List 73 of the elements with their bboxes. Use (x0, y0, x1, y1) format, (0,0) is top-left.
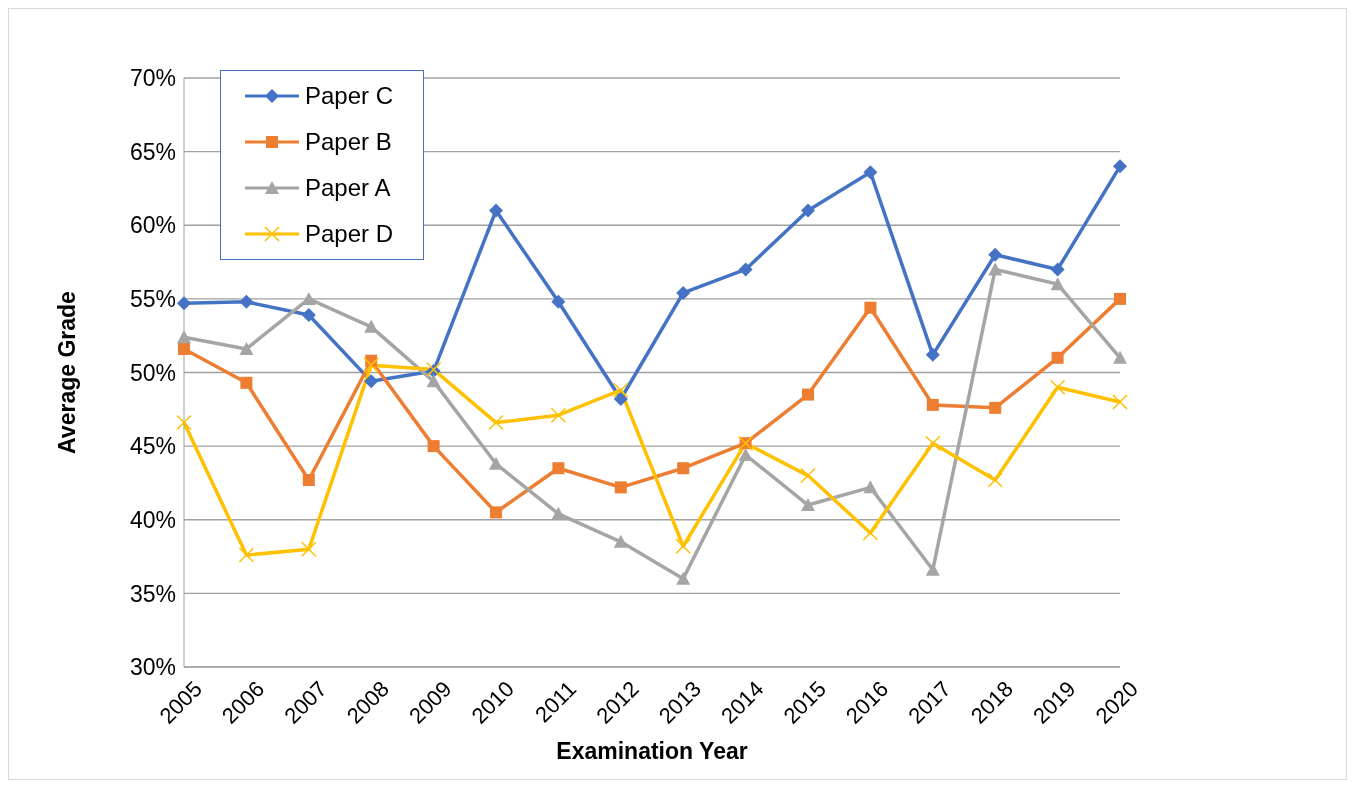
point (490, 506, 502, 519)
point (551, 294, 566, 309)
point (738, 447, 753, 461)
legend-label: Paper B (305, 128, 392, 156)
point (177, 296, 191, 311)
point (862, 525, 879, 541)
point (1049, 379, 1066, 395)
point (302, 473, 315, 486)
point (989, 401, 1002, 414)
point (551, 506, 566, 520)
y-tick-label: 35% (129, 580, 176, 607)
point (488, 414, 504, 431)
point (614, 481, 627, 494)
point (176, 414, 192, 431)
point (239, 341, 254, 355)
point (1112, 394, 1128, 410)
y-tick-label: 60% (129, 212, 176, 239)
point (926, 398, 939, 411)
point (801, 498, 815, 512)
point (426, 374, 441, 388)
point (613, 392, 628, 407)
point (863, 165, 878, 180)
y-tick-label: 70% (129, 65, 176, 92)
point (1051, 351, 1064, 364)
point (177, 330, 191, 344)
point (987, 472, 1003, 488)
point (489, 456, 503, 470)
x-axis-title: Examination Year (556, 738, 748, 764)
y-tick-label: 55% (129, 286, 176, 313)
y-axis-title: Average Grade (54, 291, 81, 454)
point (613, 382, 629, 398)
point (925, 347, 940, 362)
point (1113, 350, 1127, 364)
point (676, 285, 691, 300)
point (802, 388, 814, 401)
point (301, 308, 316, 323)
point (677, 462, 690, 475)
point (363, 357, 379, 373)
point (427, 440, 440, 453)
point (550, 407, 567, 423)
point (1114, 292, 1126, 305)
point (863, 480, 878, 494)
y-tick-label: 30% (129, 654, 176, 681)
point (239, 294, 254, 309)
point (864, 301, 877, 314)
point (489, 203, 503, 218)
point (988, 247, 1003, 262)
point (738, 262, 753, 277)
point (240, 376, 253, 389)
legend-label: Paper C (305, 82, 394, 110)
y-tick-label: 40% (129, 506, 176, 533)
point (676, 571, 691, 585)
point (801, 203, 815, 218)
point (238, 547, 255, 563)
y-tick-label: 65% (129, 138, 176, 165)
y-tick-label: 50% (129, 359, 176, 386)
point (1113, 159, 1127, 174)
point (925, 435, 941, 451)
point (925, 562, 940, 576)
point (1050, 277, 1065, 291)
point (800, 467, 816, 484)
point (364, 374, 379, 389)
y-tick-label: 45% (129, 433, 176, 460)
legend-label: Paper A (305, 174, 391, 202)
point (675, 538, 691, 554)
point (552, 462, 565, 475)
point (301, 541, 317, 557)
point (178, 342, 190, 355)
point (988, 262, 1003, 276)
point (1050, 262, 1065, 277)
point (364, 319, 379, 333)
legend-label: Paper D (305, 220, 394, 248)
point (613, 534, 628, 548)
